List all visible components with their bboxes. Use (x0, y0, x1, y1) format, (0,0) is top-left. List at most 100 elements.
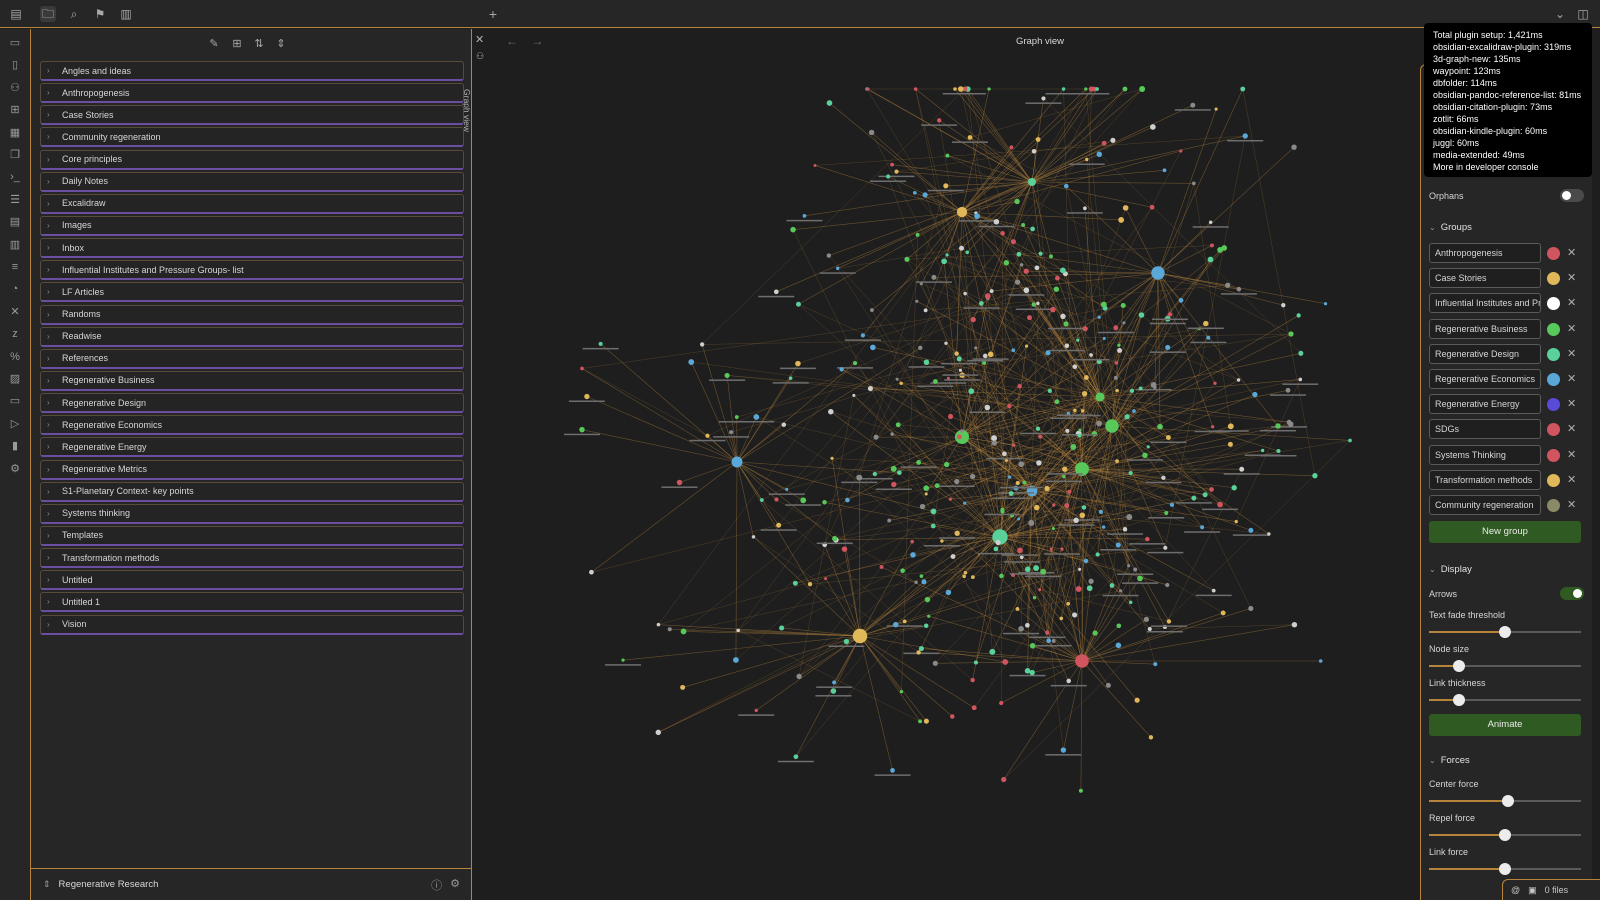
text-fade-slider[interactable] (1429, 626, 1581, 638)
graph-node[interactable] (856, 474, 863, 481)
graph-node[interactable] (900, 568, 905, 574)
graph-node[interactable] (1063, 321, 1069, 327)
graph-node[interactable] (1118, 589, 1123, 593)
graph-node[interactable] (1211, 425, 1215, 429)
graph-node[interactable] (1149, 204, 1155, 210)
graph-node[interactable] (890, 465, 897, 472)
graph-node[interactable] (1091, 431, 1098, 437)
folder-item[interactable]: › Readwise (40, 326, 464, 347)
graph-node[interactable] (1348, 438, 1352, 443)
graph-node[interactable] (733, 657, 739, 663)
graph-node[interactable] (970, 316, 976, 323)
graph-node[interactable] (1133, 567, 1138, 572)
group-query-input[interactable]: Regenerative Economics (1429, 369, 1541, 389)
graph-node[interactable] (1080, 409, 1085, 413)
graph-node[interactable] (1213, 381, 1217, 385)
graph-node[interactable] (1032, 596, 1037, 600)
graph-node[interactable] (1101, 525, 1106, 529)
folder-item[interactable]: › Regenerative Energy (40, 437, 464, 458)
graph-node[interactable] (1122, 321, 1126, 325)
graph-node[interactable] (802, 213, 807, 218)
graph-node[interactable] (860, 333, 866, 338)
graph-node[interactable] (1076, 338, 1080, 342)
graph-node[interactable] (894, 169, 899, 174)
remove-group-icon[interactable]: ✕ (1567, 373, 1577, 385)
folder-item[interactable]: › Community regeneration (40, 127, 464, 148)
graph-node[interactable] (946, 376, 950, 380)
graph-node[interactable] (1003, 260, 1010, 266)
graph-node[interactable] (1081, 505, 1087, 510)
graph-node[interactable] (1001, 776, 1007, 783)
graph-node[interactable] (1132, 409, 1136, 413)
graph-node[interactable] (1017, 383, 1022, 389)
graph-node[interactable] (800, 497, 807, 504)
graph-node[interactable] (919, 503, 926, 510)
graph-node[interactable] (1000, 507, 1005, 512)
graph-node[interactable] (1002, 451, 1007, 457)
graph-node[interactable] (953, 87, 957, 91)
graph-node[interactable] (954, 351, 959, 356)
graph-node[interactable] (1150, 124, 1156, 130)
graph-node[interactable] (667, 627, 672, 632)
graph-node[interactable] (963, 291, 967, 296)
graph-node[interactable] (923, 485, 930, 491)
graph-node[interactable] (1017, 547, 1023, 554)
folder-item[interactable]: › References (40, 348, 464, 369)
link-thickness-slider[interactable] (1429, 694, 1581, 706)
graph-node[interactable] (1045, 630, 1050, 635)
graph-node[interactable] (1083, 558, 1089, 564)
graph-node[interactable] (1009, 145, 1014, 150)
graph-node[interactable] (934, 483, 940, 489)
group-query-input[interactable]: Systems Thinking (1429, 444, 1541, 465)
graph-node[interactable] (1115, 388, 1119, 393)
terminal-icon[interactable]: ›_ (10, 171, 20, 184)
graph-node[interactable] (1122, 86, 1128, 92)
graph-node[interactable] (1066, 601, 1071, 606)
graph-node[interactable] (1096, 420, 1103, 427)
animate-button[interactable]: Animate (1429, 714, 1581, 736)
graph-node[interactable] (1142, 452, 1148, 459)
graph-node[interactable] (1117, 347, 1123, 353)
graph-node[interactable] (1016, 251, 1022, 257)
graph-node[interactable] (776, 522, 782, 528)
graph-node[interactable] (1202, 492, 1208, 498)
folder-item[interactable]: › Anthropogenesis (40, 83, 464, 104)
folder-item[interactable]: › Core principles (40, 149, 464, 170)
graph-node[interactable] (1038, 588, 1042, 592)
node-size-slider[interactable] (1429, 660, 1581, 672)
graph-node[interactable] (940, 539, 944, 543)
graph-node[interactable] (1291, 621, 1298, 628)
graph-node[interactable] (1049, 254, 1053, 259)
calendar-icon[interactable]: ▦ (9, 126, 21, 139)
graph-node[interactable] (1118, 217, 1125, 223)
graph-node[interactable] (971, 705, 977, 711)
graph-node[interactable] (943, 183, 949, 189)
new-tab-button[interactable]: + (488, 6, 498, 22)
graph-node[interactable] (1072, 364, 1078, 370)
graph-node[interactable] (790, 226, 796, 233)
graph-node[interactable] (1105, 419, 1119, 433)
copy-icon[interactable]: ❐ (10, 149, 20, 161)
graph-node[interactable] (923, 718, 929, 724)
group-color-swatch[interactable] (1547, 473, 1560, 487)
graph-tab-icon[interactable]: ⚇ (476, 51, 485, 61)
graph-node[interactable] (1022, 480, 1027, 485)
graph-node[interactable] (916, 460, 922, 465)
graph-node[interactable] (982, 353, 988, 359)
graph-node[interactable] (807, 582, 813, 587)
graph-node[interactable] (866, 87, 870, 91)
folder-item[interactable]: › Angles and ideas (40, 61, 464, 81)
graph-node[interactable] (852, 393, 856, 397)
graph-node[interactable] (954, 530, 960, 536)
graph-node[interactable] (1122, 205, 1129, 211)
graph-node[interactable] (995, 539, 1001, 546)
graph-node[interactable] (1054, 275, 1060, 281)
graph-node[interactable] (796, 673, 802, 680)
group-color-swatch[interactable] (1547, 373, 1560, 386)
sort-icon[interactable]: ⇅ (254, 38, 264, 50)
graph-node[interactable] (1086, 585, 1093, 592)
graph-node[interactable] (999, 573, 1004, 579)
layout-icon[interactable]: ▥ (9, 238, 21, 251)
graph-node[interactable] (852, 628, 868, 644)
graph-node[interactable] (931, 274, 937, 280)
